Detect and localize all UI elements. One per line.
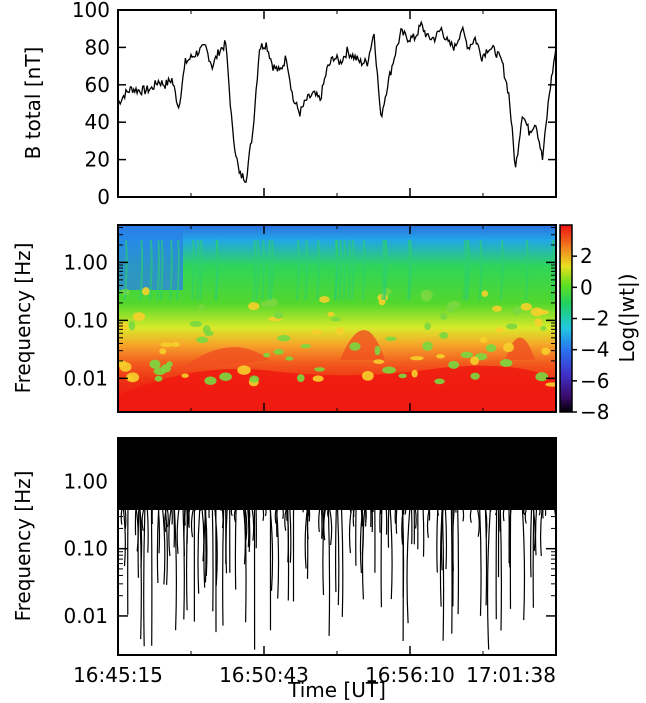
spectrum-y-label: Frequency [Hz]	[11, 243, 35, 394]
b-total-y-tick-label: 20	[85, 148, 110, 172]
colorbar-tick-label: −6	[580, 369, 609, 393]
colorbar-axis: 2 0 −2 −4 −6 −8	[572, 244, 609, 424]
colorbar-tick-label: 0	[580, 275, 593, 299]
b-total-y-tick-label: 80	[85, 35, 110, 59]
ridge-line-set	[119, 505, 557, 650]
ridge-panel: 1.00 0.10 0.01 Frequency [Hz]	[11, 438, 557, 655]
ridge-lines	[118, 438, 557, 650]
spectrum-y-tick-label: 0.01	[63, 366, 108, 390]
wavelet-spectrum-panel: 1.00 0.10 0.01 Frequency [Hz] 2 0 −2 −4 −6 −8 L…	[11, 225, 639, 424]
colorbar-tick-label: −2	[580, 307, 609, 331]
ridge-y-label: Frequency [Hz]	[11, 471, 35, 622]
ridge-y-tick-label: 1.00	[63, 469, 108, 493]
ridge-y-tick-label: 0.10	[63, 537, 108, 561]
b-total-y-label: B total [nT]	[21, 47, 45, 160]
x-tick-label-3: 17:01:38	[466, 663, 556, 687]
b-total-y-tick-label: 60	[85, 73, 110, 97]
b-total-panel: 0 20 40 60 80 100 B total [nT]	[21, 0, 556, 209]
b-total-frame	[118, 10, 556, 197]
colorbar-tick-label: 2	[580, 244, 593, 268]
b-total-y-axis: 0 20 40 60 80 100	[72, 0, 556, 209]
spectrum-y-tick-label: 1.00	[63, 250, 108, 274]
spectrum-heatmap	[114, 225, 559, 412]
x-axis-label: Time [UT]	[287, 678, 386, 702]
spectrum-y-tick-label: 0.10	[63, 308, 108, 332]
b-total-series-line	[118, 22, 556, 182]
b-total-y-tick-label: 0	[97, 185, 110, 209]
colorbar-tick-label: −4	[580, 338, 609, 362]
b-total-y-tick-label: 100	[72, 0, 110, 22]
colorbar-tick-label: −8	[580, 400, 609, 424]
ridge-y-tick-label: 0.01	[63, 604, 108, 628]
x-tick-label-0: 16:45:15	[73, 663, 163, 687]
colorbar	[560, 225, 572, 412]
b-total-y-tick-label: 40	[85, 110, 110, 134]
colorbar-label: Log(|wt|)	[615, 273, 639, 362]
